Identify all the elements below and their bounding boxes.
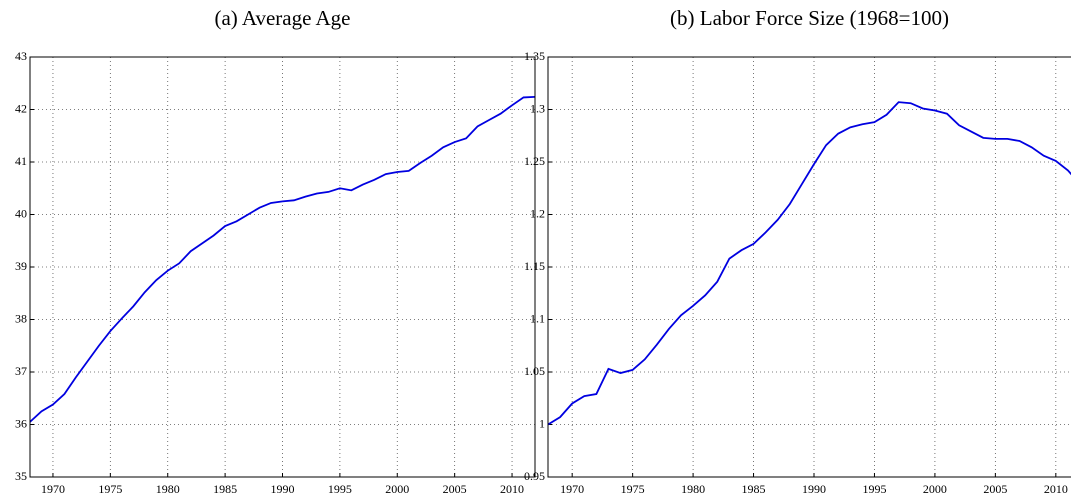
x-tick-label: 1980 (681, 482, 705, 496)
x-tick-label: 2005 (443, 482, 467, 496)
x-tick-label: 1985 (742, 482, 766, 496)
y-tick-label: 1.3 (530, 101, 545, 115)
x-tick-label: 1995 (328, 482, 352, 496)
y-tick-label: 42 (15, 101, 27, 115)
x-tick-label: 1985 (213, 482, 237, 496)
y-tick-label: 1.25 (524, 154, 545, 168)
data-line (29, 96, 536, 423)
y-tick-label: 1.2 (530, 206, 545, 220)
y-tick-label: 1.15 (524, 259, 545, 273)
x-tick-label: 1975 (621, 482, 645, 496)
x-tick-label: 1995 (862, 482, 886, 496)
x-tick-label: 1975 (98, 482, 122, 496)
y-tick-label: 1.05 (524, 364, 545, 378)
y-tick-label: 40 (15, 206, 27, 220)
x-tick-label: 2005 (983, 482, 1007, 496)
y-tick-label: 35 (15, 469, 27, 483)
x-tick-label: 1990 (802, 482, 826, 496)
plot-frame (29, 56, 536, 478)
y-tick-label: 36 (15, 416, 27, 430)
plot-frame (547, 56, 1071, 478)
x-tick-label: 2000 (923, 482, 947, 496)
chart-title: (a) Average Age (214, 6, 350, 30)
x-tick-label: 2010 (1044, 482, 1068, 496)
data-line (547, 101, 1071, 426)
x-tick-label: 2000 (385, 482, 409, 496)
x-tick-label: 1980 (156, 482, 180, 496)
x-tick-label: 1970 (41, 482, 65, 496)
y-tick-label: 41 (15, 154, 27, 168)
chart-title: (b) Labor Force Size (1968=100) (670, 6, 949, 30)
y-tick-label: 1.35 (524, 49, 545, 63)
y-tick-label: 0.95 (524, 469, 545, 483)
y-tick-label: 37 (15, 364, 27, 378)
y-tick-label: 1 (539, 416, 545, 430)
x-tick-label: 1970 (560, 482, 584, 496)
y-tick-label: 38 (15, 311, 27, 325)
x-tick-label: 2010 (500, 482, 524, 496)
y-tick-label: 39 (15, 259, 27, 273)
x-tick-label: 1990 (271, 482, 295, 496)
y-tick-label: 1.1 (530, 311, 545, 325)
y-tick-label: 43 (15, 49, 27, 63)
